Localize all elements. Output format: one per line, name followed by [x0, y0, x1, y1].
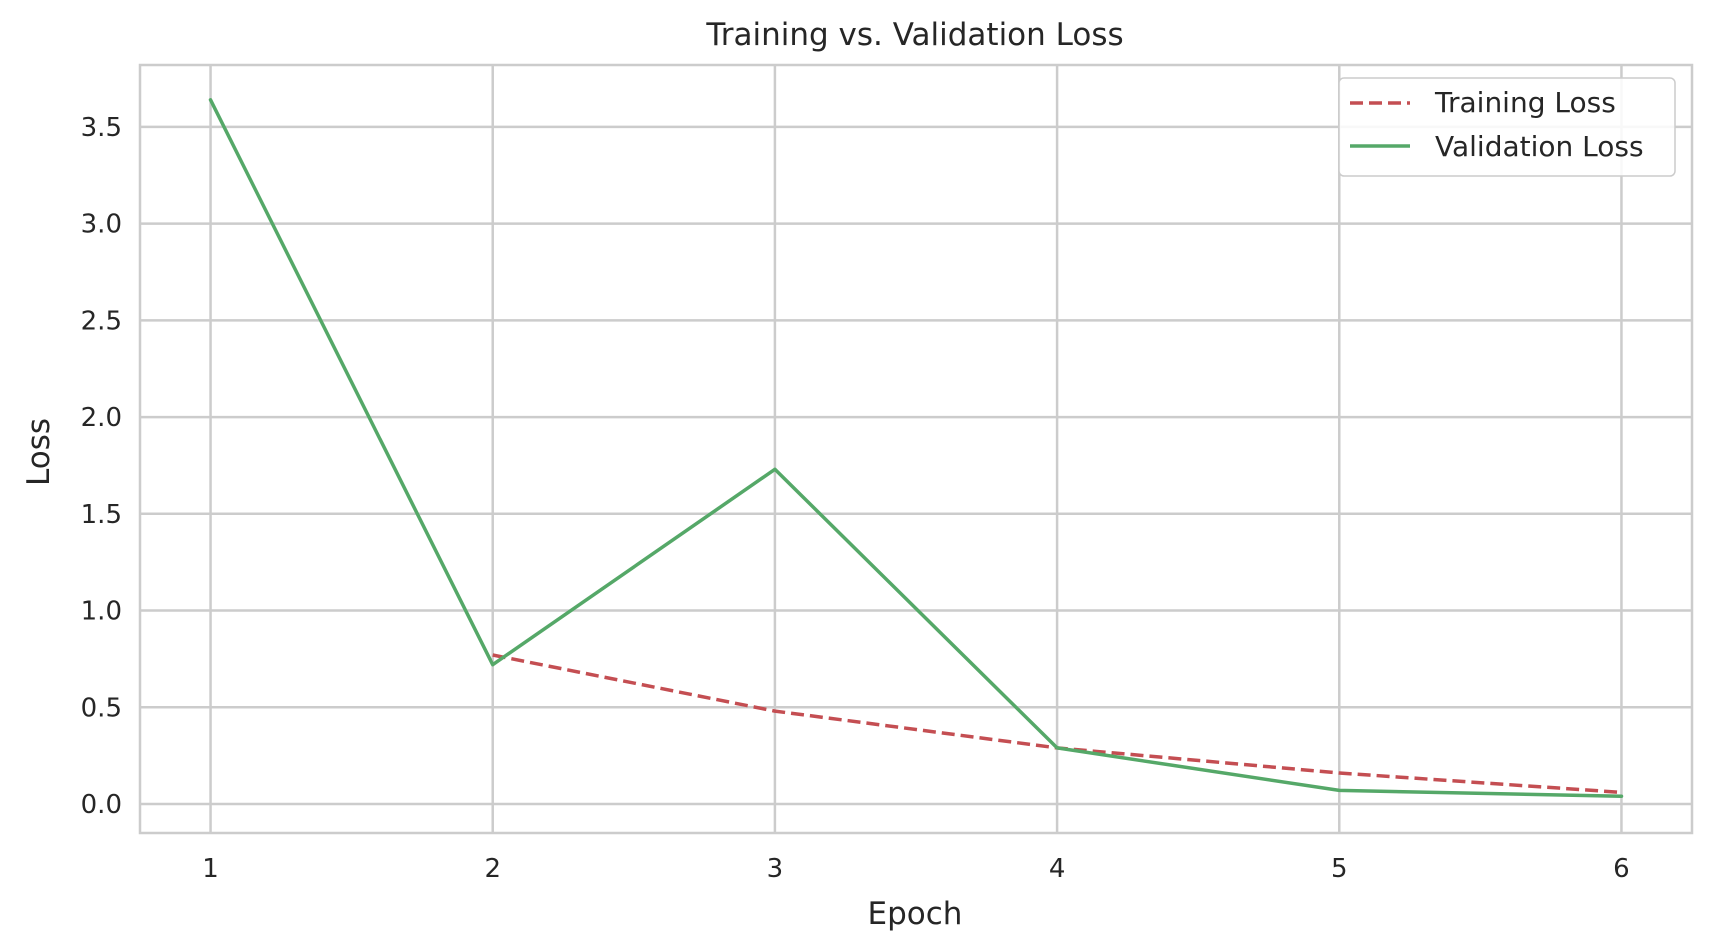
- y-tick-label: 2.0: [81, 403, 122, 433]
- series-layer: [208, 98, 1624, 798]
- legend-label-training: Training Loss: [1434, 86, 1616, 119]
- x-tick-label: 5: [1331, 854, 1348, 884]
- legend: Training Loss Validation Loss: [1338, 77, 1676, 177]
- y-tick-label: 3.5: [81, 113, 122, 143]
- y-tick-label: 0.0: [81, 790, 122, 820]
- legend-box: [1338, 77, 1676, 177]
- y-tick-label: 0.5: [81, 693, 122, 723]
- x-tick-label: 6: [1613, 854, 1630, 884]
- x-axis-title: Epoch: [868, 896, 963, 932]
- y-axis-title: Loss: [21, 418, 57, 486]
- grid-lines: [140, 65, 1692, 833]
- legend-label-validation: Validation Loss: [1435, 130, 1644, 163]
- y-tick-label: 2.5: [81, 306, 122, 336]
- x-tick-label: 3: [767, 854, 784, 884]
- x-tick-labels: 1 2 3 4 5 6: [202, 854, 1629, 884]
- y-tick-label: 1.0: [81, 597, 122, 627]
- plot-frame: [138, 63, 1694, 835]
- chart-title: Training vs. Validation Loss: [705, 17, 1123, 53]
- x-tick-label: 4: [1049, 854, 1066, 884]
- x-tick-label: 1: [202, 854, 219, 884]
- y-tick-labels: 0.0 0.5 1.0 1.5 2.0 2.5 3.0 3.5: [81, 113, 122, 820]
- y-tick-label: 1.5: [81, 500, 122, 530]
- x-tick-label: 2: [484, 854, 501, 884]
- y-tick-label: 3.0: [81, 210, 122, 240]
- series-line-validation: [208, 98, 1624, 798]
